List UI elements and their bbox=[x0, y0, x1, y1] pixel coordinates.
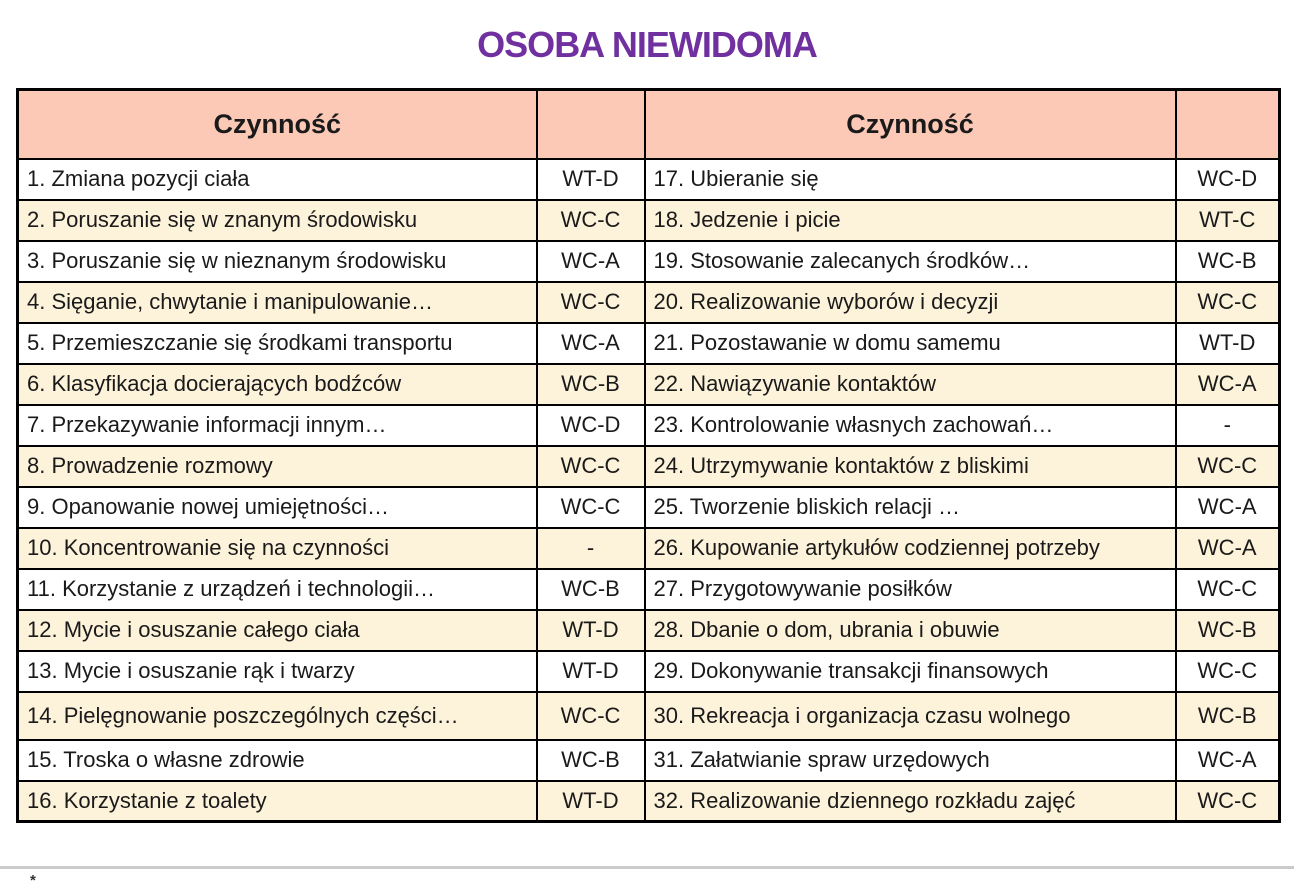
activity-cell: 13. Mycie i osuszanie rąk i twarzy bbox=[16, 649, 538, 693]
code-cell: WC-A bbox=[535, 239, 646, 283]
code-cell: - bbox=[535, 526, 646, 570]
activity-cell: 2. Poruszanie się w znanym środowisku bbox=[16, 198, 538, 242]
code-cell: WC-D bbox=[535, 403, 646, 447]
activity-cell: 18. Jedzenie i picie bbox=[643, 198, 1177, 242]
column-header-activity-right: Czynność bbox=[643, 88, 1177, 160]
activity-cell: 7. Przekazywanie informacji innym… bbox=[16, 403, 538, 447]
table-row: 13. Mycie i osuszanie rąk i twarzy WT-D … bbox=[16, 649, 1281, 693]
bottom-divider bbox=[0, 866, 1294, 869]
page-title: OSOBA NIEWIDOMA bbox=[477, 24, 818, 65]
activity-cell: 26. Kupowanie artykułów codziennej potrz… bbox=[643, 526, 1177, 570]
activity-cell: 25. Tworzenie bliskich relacji … bbox=[643, 485, 1177, 529]
code-cell: WC-B bbox=[535, 567, 646, 611]
code-cell: WT-D bbox=[535, 608, 646, 652]
activity-cell: 24. Utrzymywanie kontaktów z bliskimi bbox=[643, 444, 1177, 488]
table-row: 15. Troska o własne zdrowie WC-B 31. Zał… bbox=[16, 738, 1281, 782]
activity-cell: 29. Dokonywanie transakcji finansowych bbox=[643, 649, 1177, 693]
table-row: 9. Opanowanie nowej umiejętności… WC-C 2… bbox=[16, 485, 1281, 529]
activity-cell: 16. Korzystanie z toalety bbox=[16, 779, 538, 823]
activity-cell: 19. Stosowanie zalecanych środków… bbox=[643, 239, 1177, 283]
activity-cell: 5. Przemieszczanie się środkami transpor… bbox=[16, 321, 538, 365]
activity-cell: 15. Troska o własne zdrowie bbox=[16, 738, 538, 782]
code-cell: WC-C bbox=[535, 280, 646, 324]
table-row: 7. Przekazywanie informacji innym… WC-D … bbox=[16, 403, 1281, 447]
table-row: 4. Sięganie, chwytanie i manipulowanie… … bbox=[16, 280, 1281, 324]
code-cell: WC-A bbox=[1174, 362, 1281, 406]
code-cell: WC-A bbox=[1174, 526, 1281, 570]
code-cell: WC-B bbox=[1174, 690, 1281, 741]
code-cell: WC-C bbox=[1174, 649, 1281, 693]
activity-cell: 8. Prowadzenie rozmowy bbox=[16, 444, 538, 488]
code-cell: WC-B bbox=[1174, 239, 1281, 283]
column-header-code-left bbox=[535, 88, 646, 160]
code-cell: WC-D bbox=[1174, 157, 1281, 201]
code-cell: WT-C bbox=[1174, 198, 1281, 242]
code-cell: WC-C bbox=[1174, 444, 1281, 488]
table-header-row: Czynność Czynność bbox=[16, 88, 1281, 160]
activity-cell: 28. Dbanie o dom, ubrania i obuwie bbox=[643, 608, 1177, 652]
activity-cell: 27. Przygotowywanie posiłków bbox=[643, 567, 1177, 611]
table-row: 5. Przemieszczanie się środkami transpor… bbox=[16, 321, 1281, 365]
activity-cell: 20. Realizowanie wyborów i decyzji bbox=[643, 280, 1177, 324]
activity-cell: 10. Koncentrowanie się na czynności bbox=[16, 526, 538, 570]
table-row: 8. Prowadzenie rozmowy WC-C 24. Utrzymyw… bbox=[16, 444, 1281, 488]
code-cell: WC-A bbox=[1174, 485, 1281, 529]
activity-cell: 22. Nawiązywanie kontaktów bbox=[643, 362, 1177, 406]
code-cell: WC-C bbox=[1174, 567, 1281, 611]
activity-cell: 32. Realizowanie dziennego rozkładu zaję… bbox=[643, 779, 1177, 823]
table-row: 6. Klasyfikacja docierających bodźców WC… bbox=[16, 362, 1281, 406]
code-cell: WC-C bbox=[1174, 280, 1281, 324]
table-row: 3. Poruszanie się w nieznanym środowisku… bbox=[16, 239, 1281, 283]
code-cell: WT-D bbox=[1174, 321, 1281, 365]
column-header-code-right bbox=[1174, 88, 1281, 160]
activity-cell: 4. Sięganie, chwytanie i manipulowanie… bbox=[16, 280, 538, 324]
code-cell: WC-A bbox=[535, 321, 646, 365]
table-row: 16. Korzystanie z toalety WT-D 32. Reali… bbox=[16, 779, 1281, 823]
code-cell: WC-C bbox=[535, 444, 646, 488]
column-header-activity-left: Czynność bbox=[16, 88, 538, 160]
table-row: 11. Korzystanie z urządzeń i technologii… bbox=[16, 567, 1281, 611]
activity-cell: 6. Klasyfikacja docierających bodźców bbox=[16, 362, 538, 406]
activity-cell: 9. Opanowanie nowej umiejętności… bbox=[16, 485, 538, 529]
code-cell: WC-B bbox=[535, 362, 646, 406]
code-cell: WT-D bbox=[535, 779, 646, 823]
code-cell: WC-C bbox=[1174, 779, 1281, 823]
table-row: 2. Poruszanie się w znanym środowisku WC… bbox=[16, 198, 1281, 242]
activity-cell: 23. Kontrolowanie własnych zachowań… bbox=[643, 403, 1177, 447]
activity-cell: 31. Załatwianie spraw urzędowych bbox=[643, 738, 1177, 782]
code-cell: - bbox=[1174, 403, 1281, 447]
code-cell: WC-C bbox=[535, 485, 646, 529]
table-row: 14. Pielęgnowanie poszczególnych części…… bbox=[16, 690, 1281, 741]
activity-cell: 11. Korzystanie z urządzeń i technologii… bbox=[16, 567, 538, 611]
code-cell: WC-A bbox=[1174, 738, 1281, 782]
activities-table: Czynność Czynność 1. Zmiana pozycji ciał… bbox=[16, 88, 1281, 823]
code-cell: WT-D bbox=[535, 157, 646, 201]
activity-cell: 1. Zmiana pozycji ciała bbox=[16, 157, 538, 201]
table-row: 12. Mycie i osuszanie całego ciała WT-D … bbox=[16, 608, 1281, 652]
activity-cell: 14. Pielęgnowanie poszczególnych części… bbox=[16, 690, 538, 741]
activity-cell: 12. Mycie i osuszanie całego ciała bbox=[16, 608, 538, 652]
footnote-asterisk: * bbox=[30, 872, 36, 883]
activity-cell: 17. Ubieranie się bbox=[643, 157, 1177, 201]
table-row: 1. Zmiana pozycji ciała WT-D 17. Ubieran… bbox=[16, 157, 1281, 201]
code-cell: WC-B bbox=[1174, 608, 1281, 652]
code-cell: WC-C bbox=[535, 198, 646, 242]
code-cell: WC-C bbox=[535, 690, 646, 741]
code-cell: WC-B bbox=[535, 738, 646, 782]
code-cell: WT-D bbox=[535, 649, 646, 693]
activity-cell: 21. Pozostawanie w domu samemu bbox=[643, 321, 1177, 365]
activity-cell: 30. Rekreacja i organizacja czasu wolneg… bbox=[643, 690, 1177, 741]
activity-cell: 3. Poruszanie się w nieznanym środowisku bbox=[16, 239, 538, 283]
table-row: 10. Koncentrowanie się na czynności - 26… bbox=[16, 526, 1281, 570]
